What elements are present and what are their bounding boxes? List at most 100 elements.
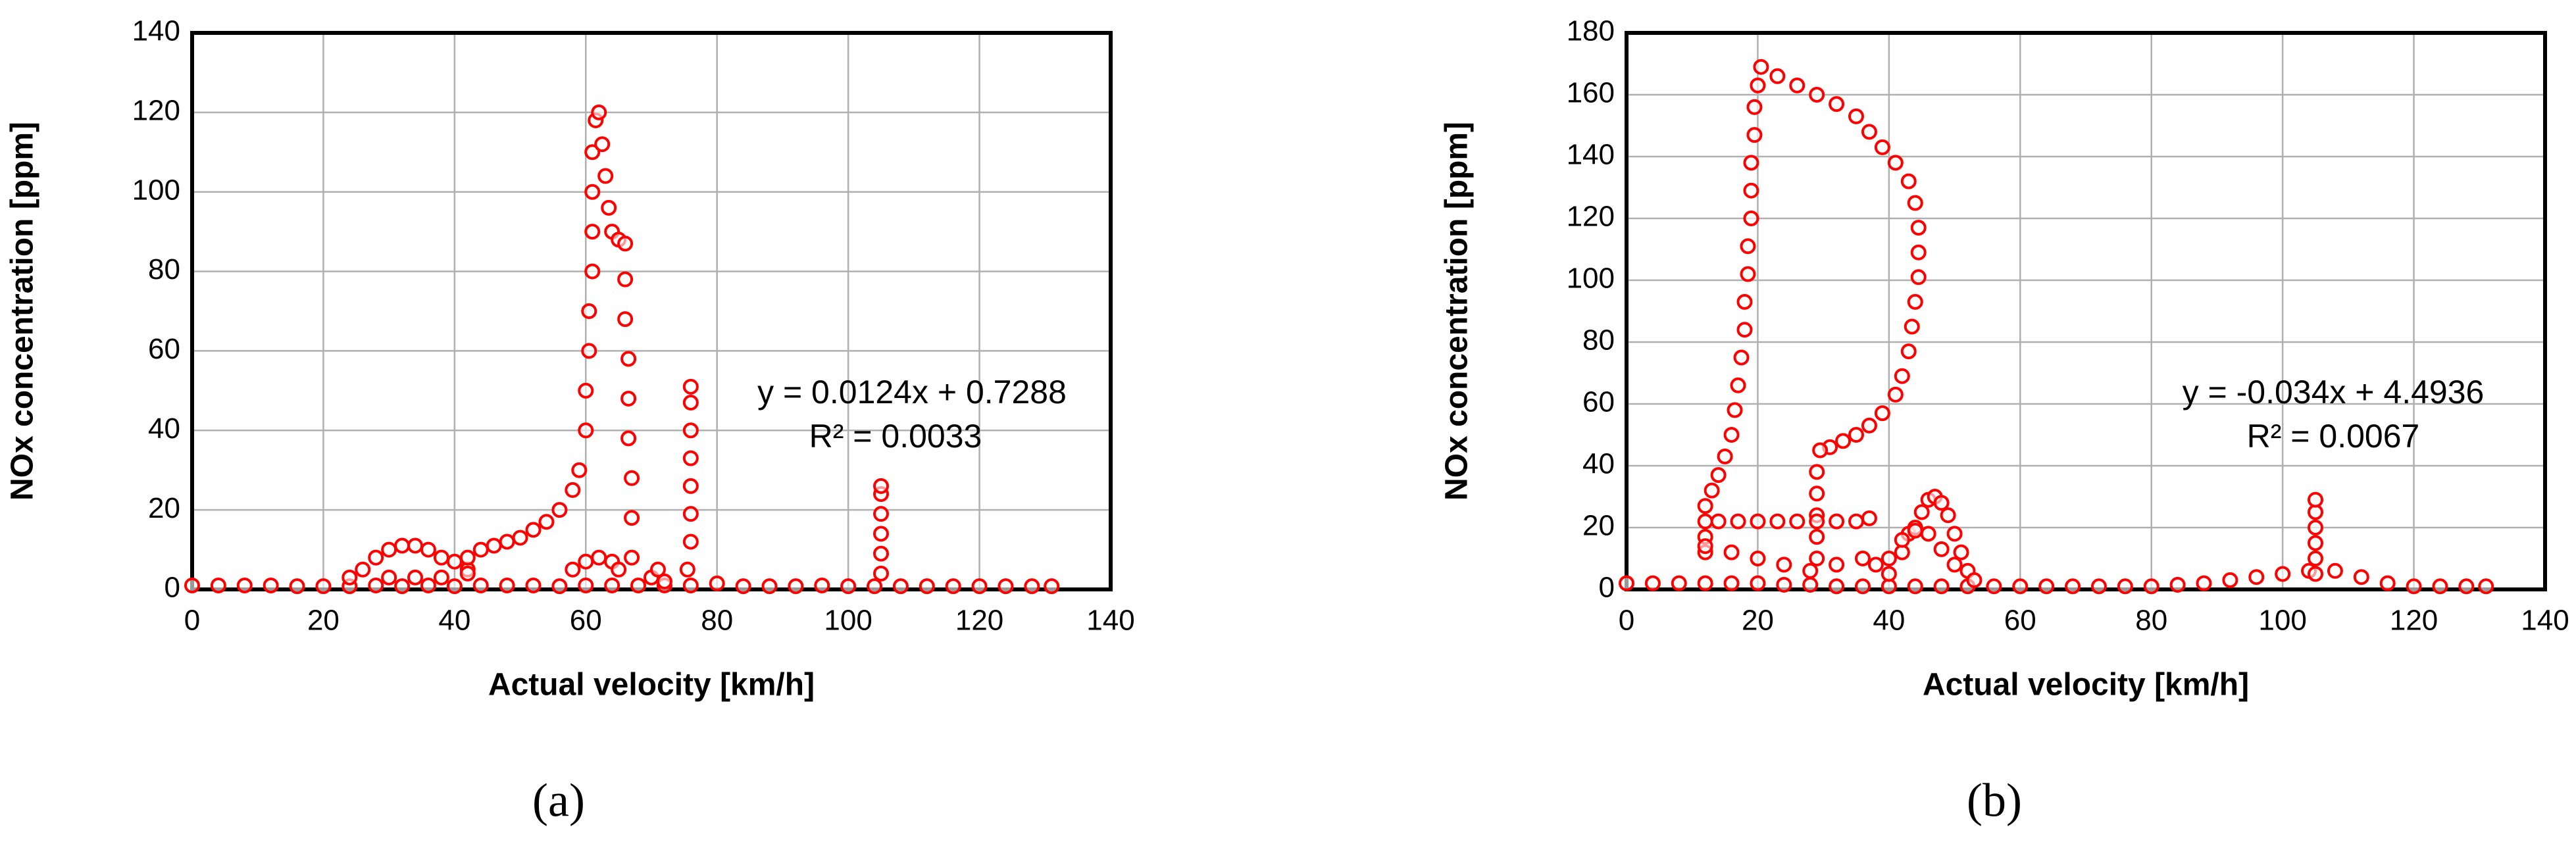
point [1848, 108, 1864, 124]
point [407, 569, 424, 585]
point [1907, 522, 1923, 539]
point [591, 104, 607, 120]
x-tick-label: 120 [2390, 605, 2438, 637]
annotation: R² = 0.0067 [2247, 418, 2420, 455]
point [1619, 575, 1634, 591]
plot-border [190, 31, 1113, 591]
point [1746, 99, 1763, 115]
point [1802, 576, 1819, 593]
point [1809, 551, 1825, 566]
point [1920, 526, 1936, 542]
point [919, 578, 935, 595]
point [1769, 513, 1786, 530]
point [2308, 520, 2323, 535]
x-tick-label: 40 [1873, 605, 1905, 637]
point [263, 577, 279, 593]
point [2222, 572, 2238, 588]
point [1809, 513, 1825, 530]
y-tick-label: 80 [1582, 324, 1615, 357]
x-axis-label: Actual velocity [km/h] [1923, 668, 2249, 703]
point [1802, 562, 1819, 579]
y-tick-label: 0 [1599, 572, 1615, 604]
point [1740, 266, 1756, 282]
point [1829, 96, 1845, 112]
point [1874, 139, 1890, 155]
point [735, 578, 751, 595]
point [433, 569, 449, 585]
point [594, 136, 611, 153]
point [1750, 513, 1766, 530]
point [1946, 557, 1963, 573]
x-tick-label: 80 [701, 605, 733, 637]
point [1809, 529, 1825, 545]
point [512, 530, 528, 546]
point [565, 561, 581, 578]
point [210, 577, 226, 593]
point [289, 578, 305, 595]
point [624, 549, 640, 566]
point [2117, 578, 2133, 595]
point [1894, 368, 1910, 384]
point [459, 549, 476, 566]
point [1743, 211, 1759, 226]
point [2478, 578, 2494, 595]
point [1829, 557, 1845, 573]
point [236, 577, 253, 593]
point [315, 578, 332, 595]
point [581, 303, 597, 319]
point [2308, 566, 2323, 582]
x-tick-label: 100 [824, 605, 872, 637]
x-tick-label: 20 [1742, 605, 1774, 637]
point [1723, 427, 1740, 443]
point [2248, 569, 2265, 585]
point [2196, 575, 2212, 591]
point [1736, 322, 1753, 338]
point [420, 577, 436, 593]
point [584, 144, 601, 161]
point [873, 545, 889, 562]
point [624, 510, 640, 526]
y-tick-label: 140 [132, 15, 180, 47]
point [873, 506, 889, 522]
point [867, 578, 883, 595]
point [2143, 578, 2159, 595]
x-tick-label: 0 [184, 605, 200, 637]
point [2379, 575, 2396, 591]
point [355, 561, 371, 578]
point [1730, 377, 1746, 393]
point [1710, 513, 1727, 530]
x-axis-label: Actual velocity [km/h] [488, 668, 815, 703]
point [584, 263, 601, 280]
point [571, 462, 588, 478]
point [578, 577, 594, 593]
y-axis-label: NOx concentration [ppm] [5, 122, 40, 501]
point [620, 430, 637, 447]
point [578, 422, 594, 439]
point [1946, 526, 1963, 542]
point [971, 578, 988, 595]
point [840, 578, 857, 595]
point [1727, 402, 1743, 418]
point [1776, 576, 1792, 593]
point [1966, 572, 1983, 588]
point [2308, 491, 2323, 508]
point [1829, 513, 1845, 530]
point [1750, 575, 1766, 591]
point [1900, 173, 1917, 189]
point [446, 578, 463, 595]
point [1887, 155, 1904, 171]
point [578, 382, 594, 399]
point [873, 478, 889, 494]
point [617, 271, 634, 287]
point [381, 569, 397, 585]
point [1644, 575, 1661, 591]
point [486, 537, 502, 554]
point [1861, 510, 1877, 526]
y-tick-label: 180 [1567, 15, 1615, 47]
point [1900, 343, 1917, 360]
x-tick-label: 140 [2521, 605, 2569, 637]
point [1671, 575, 1687, 591]
point [1697, 513, 1713, 530]
point [1933, 578, 1950, 595]
point [1910, 269, 1927, 285]
